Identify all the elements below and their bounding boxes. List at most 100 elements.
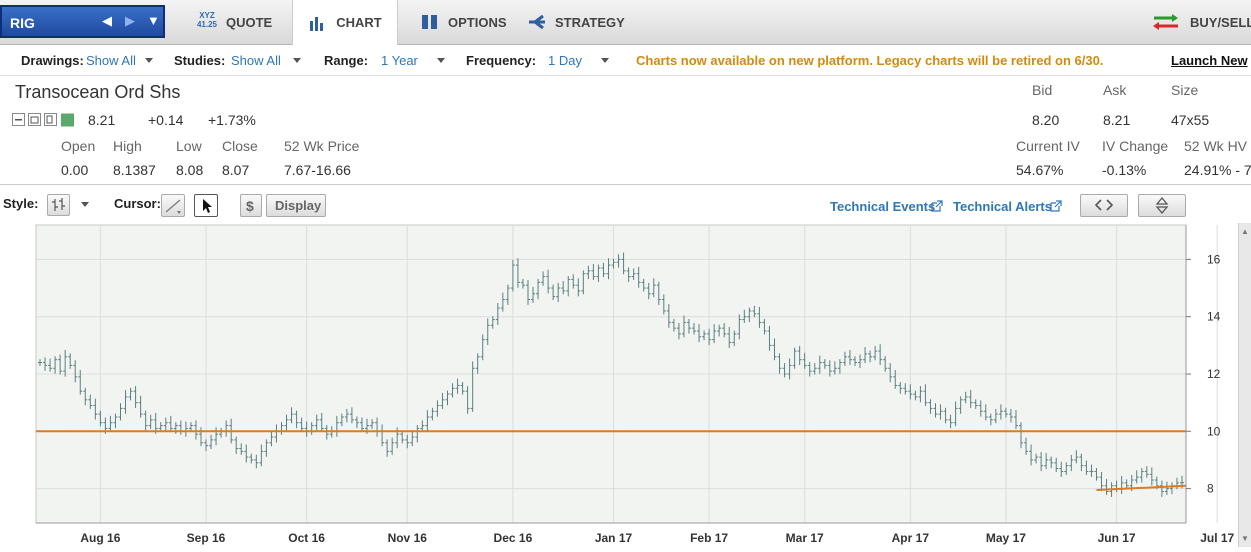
ohlc-bar — [505, 284, 510, 305]
bid-label: Bid — [1032, 82, 1053, 98]
buy-sell-button[interactable]: BUY/SELL — [1150, 0, 1251, 44]
scroll-down-icon[interactable]: ▼ — [1241, 534, 1249, 543]
cursor-pointer-button[interactable] — [194, 194, 218, 217]
next-symbol-icon[interactable]: ▶ — [125, 13, 135, 28]
range-select[interactable]: 1 Year — [381, 53, 418, 68]
price-chart[interactable]: 16 14 12 10 8 Aug 16 Sep 16 Oct 16 Nov 16 Dec 16… — [0, 223, 1251, 547]
ohlc-bar — [188, 422, 193, 432]
ohlc-bar — [148, 414, 153, 430]
open-label: Open — [61, 138, 96, 154]
ask-value: 8.21 — [1103, 112, 1131, 128]
size-label: Size — [1171, 82, 1199, 98]
external-link-icon[interactable] — [1050, 200, 1062, 212]
ohlc-bar — [128, 387, 133, 401]
ohlc-bar — [626, 267, 631, 283]
price-change: +0.14 — [148, 112, 184, 128]
drawings-chevron-down-icon[interactable] — [145, 58, 153, 63]
tab-chart[interactable]: CHART — [292, 0, 398, 45]
ohlc-bar — [1094, 467, 1099, 481]
ohlc-bar — [727, 327, 732, 348]
ohlc-bar — [239, 443, 244, 455]
quote-panel: Transocean Ord Shs 8.21 +0.14 +1.73% Ope… — [0, 76, 1251, 185]
ohlc-bar — [415, 425, 420, 443]
studies-chevron-down-icon[interactable] — [293, 58, 301, 63]
ohlc-bar — [812, 363, 817, 375]
trend-line[interactable] — [1096, 484, 1187, 492]
ohlc-bar — [541, 271, 546, 286]
chart-svg[interactable]: 16 14 12 10 8 Aug 16 Sep 16 Oct 16 Nov 16 Dec 16… — [0, 223, 1238, 547]
ohlc-bar — [868, 350, 873, 363]
ohlc-bar — [586, 265, 591, 280]
trend-lines[interactable] — [36, 430, 1187, 492]
symbol-box[interactable]: RIG ◀ ▶ ▼ — [0, 5, 165, 38]
bar-chart-icon — [310, 16, 324, 31]
style-chevron-down-icon[interactable] — [81, 202, 89, 207]
cursor-line-button[interactable] — [161, 194, 185, 217]
ohlc-bar — [359, 417, 364, 432]
ohlc-bar — [138, 395, 143, 418]
ohlc-bar — [611, 258, 616, 269]
style-button[interactable] — [47, 194, 70, 216]
ohlc-bar — [63, 349, 68, 377]
ohlc-bar — [58, 354, 63, 375]
launch-new-link[interactable]: Launch New — [1171, 53, 1248, 68]
layout-toggle-icons[interactable] — [12, 113, 78, 127]
external-link-icon[interactable] — [931, 200, 943, 212]
ohlc-bar — [214, 427, 219, 446]
dollar-button[interactable]: $ — [240, 194, 262, 217]
prev-symbol-icon[interactable]: ◀ — [102, 13, 112, 28]
hv-label: 52 Wk HV — [1184, 138, 1248, 154]
ohlc-bar — [163, 417, 168, 432]
strategy-icon — [529, 14, 545, 30]
frequency-select[interactable]: 1 Day — [548, 53, 582, 68]
ohlc-bar — [1059, 461, 1064, 477]
ohlc-bar — [344, 408, 349, 423]
ohlc-bar — [1039, 451, 1044, 472]
top-nav: RIG ◀ ▶ ▼ XYZ 41.25 QUOTE CHART OPTIONS … — [0, 0, 1251, 45]
ohlc-bar — [465, 386, 470, 414]
drawings-select[interactable]: Show All — [86, 53, 136, 68]
x-tick-label: May 17 — [986, 531, 1026, 545]
ohlc-bar — [48, 358, 53, 372]
studies-select[interactable]: Show All — [231, 53, 281, 68]
tab-options-label: OPTIONS — [448, 14, 507, 30]
ohlc-bar — [863, 347, 868, 364]
tab-strategy[interactable]: STRATEGY — [527, 0, 625, 44]
ohlc-bar — [702, 330, 707, 341]
ohlc-bar — [38, 359, 42, 366]
technical-alerts-link[interactable]: Technical Alerts — [953, 199, 1052, 214]
display-button[interactable]: Display — [266, 194, 326, 217]
ohlc-bar — [722, 322, 727, 338]
tab-strategy-label: STRATEGY — [555, 14, 625, 30]
ohlc-bar — [118, 403, 123, 421]
x-tick-label: Apr 17 — [892, 531, 930, 545]
zoom-button[interactable] — [1138, 194, 1186, 217]
style-label: Style: — [3, 196, 39, 211]
symbol-dropdown-icon[interactable]: ▼ — [147, 13, 160, 28]
ask-label: Ask — [1103, 82, 1127, 98]
scroll-up-icon[interactable]: ▲ — [1241, 227, 1249, 236]
ohlc-bar — [1034, 453, 1039, 464]
chart-scrollbar[interactable]: ▲ ▼ — [1238, 223, 1251, 547]
tab-chart-label: CHART — [336, 15, 382, 30]
tab-options[interactable]: OPTIONS — [420, 0, 507, 44]
ohlc-bar — [998, 404, 1003, 420]
frequency-chevron-down-icon[interactable] — [601, 58, 609, 63]
range-chevron-down-icon[interactable] — [437, 58, 445, 63]
ohlc-bar — [450, 383, 455, 398]
ohlc-bar — [1084, 460, 1089, 475]
ohlc-bar — [1044, 453, 1049, 470]
ohlc-bar — [767, 325, 772, 351]
ohlc-bar — [938, 404, 943, 420]
x-tick-label: Jul 17 — [1200, 531, 1234, 545]
ohlc-bar — [873, 345, 878, 361]
ohlc-bar — [631, 268, 636, 281]
pan-button[interactable] — [1080, 194, 1128, 217]
ohlc-bar — [354, 416, 359, 429]
ohlc-bar — [686, 318, 691, 334]
technical-events-link[interactable]: Technical Events — [830, 199, 936, 214]
tab-quote[interactable]: XYZ 41.25 QUOTE — [196, 0, 272, 44]
ohlc-bar — [410, 430, 415, 447]
price-change-percent: +1.73% — [208, 112, 256, 128]
ohlc-bar — [83, 387, 88, 406]
